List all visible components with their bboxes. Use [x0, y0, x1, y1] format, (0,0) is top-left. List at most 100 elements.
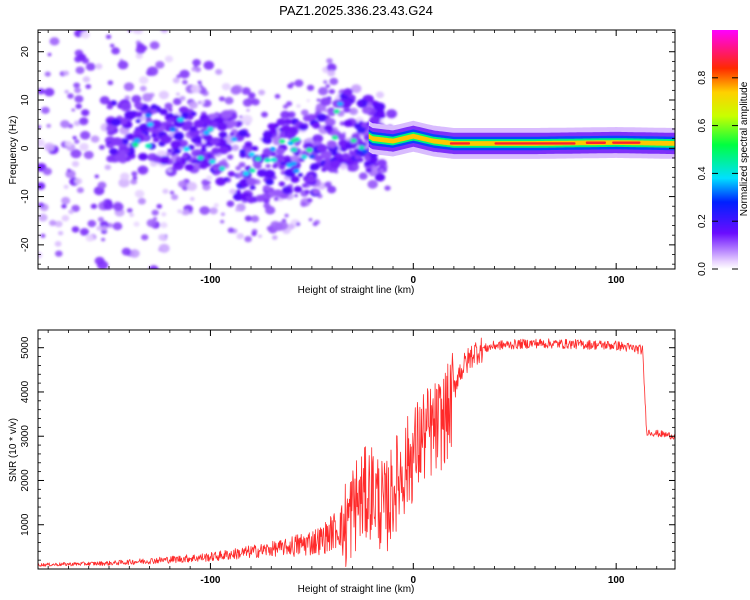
- spectrogram-cell: [209, 159, 216, 164]
- snr-xtick-label: 0: [411, 575, 417, 586]
- spectrogram-cell: [161, 212, 167, 217]
- spectrogram-cell: [91, 19, 99, 26]
- spectrogram-cell: [96, 225, 103, 231]
- spectrogram-cell: [263, 202, 271, 209]
- spectrogram-cell: [215, 177, 227, 186]
- spectrogram-cell: [183, 146, 190, 152]
- spectrogram-cell: [172, 77, 180, 84]
- spectrogram-cell: [304, 189, 310, 195]
- spectrogram-cell: [169, 190, 175, 195]
- spectrogram-cell: [132, 22, 136, 25]
- spectrogram-cell: [179, 95, 186, 101]
- spectrogram-cell: [49, 37, 60, 46]
- spectrogram-cell: [188, 101, 198, 109]
- spectrogram-cell: [109, 100, 118, 106]
- spectrogram-cell: [249, 185, 256, 190]
- spectrogram-cell: [207, 126, 214, 132]
- spectrogram-cell: [135, 118, 141, 124]
- spectrogram-cell: [312, 122, 321, 129]
- spectrogram-cell: [175, 156, 182, 162]
- spectrogram-cell: [343, 119, 353, 128]
- spectrogram-cell: [190, 84, 201, 94]
- spectrogram-cell: [101, 237, 106, 242]
- snr-ytick-label: 2000: [20, 469, 31, 492]
- spectrogram-cell: [90, 203, 98, 209]
- spectrogram-cell: [273, 189, 283, 197]
- spectrogram-cell: [300, 109, 309, 116]
- spectrogram-cell: [124, 95, 131, 101]
- spectrogram-cell: [308, 154, 316, 159]
- spectrogram-cell: [326, 58, 333, 64]
- spectrogram-cell: [174, 161, 182, 167]
- spectrogram-cell: [254, 156, 262, 162]
- spectrogram-cell: [78, 117, 89, 126]
- spectrogram-cell: [106, 100, 112, 105]
- spectrogram-cell: [132, 175, 138, 181]
- spectrogram-cell: [197, 155, 204, 161]
- spectrogram-cell: [211, 147, 221, 155]
- spectrogram-cell: [336, 101, 344, 107]
- spectrogram-cell: [326, 140, 337, 149]
- spectrogram-cell: [306, 147, 313, 153]
- spectrogram-cell: [306, 99, 311, 103]
- spectrogram-cell: [316, 113, 327, 122]
- spectrogram-cell: [246, 177, 257, 186]
- spectrogram-cell: [134, 189, 145, 198]
- spectrogram-cell: [201, 179, 210, 186]
- spectrogram-cell: [126, 208, 133, 213]
- spectrogram-cell: [306, 175, 316, 183]
- spectrogram-cell: [215, 68, 223, 75]
- spectrogram-cell: [168, 108, 173, 112]
- spectrogram-cell: [97, 216, 104, 222]
- spectrogram-cell: [81, 109, 90, 117]
- spectrogram-cell: [61, 9, 69, 16]
- spectrogram-cell: [221, 82, 231, 91]
- spectrogram-cell: [138, 11, 148, 19]
- spectrogram-cell: [238, 129, 248, 137]
- spectrogram-cell: [287, 111, 296, 118]
- spectrogram-cell: [333, 109, 340, 114]
- spectrogram-cell: [184, 163, 194, 171]
- spectrogram-cell: [327, 185, 337, 194]
- spectrogram-cell: [303, 142, 314, 150]
- spectrogram-cell: [271, 235, 278, 240]
- spectrogram-cell: [219, 166, 226, 171]
- spectrogram-cell: [285, 101, 293, 107]
- spectrogram-cell: [148, 265, 159, 269]
- spectrogram-cell: [112, 222, 123, 231]
- spectrogram-cell: [328, 89, 336, 95]
- spectrogram-xtick-label: 0: [411, 275, 417, 286]
- spectrogram-cell: [277, 221, 289, 231]
- spectrogram-cell: [72, 136, 77, 140]
- spectrogram-cell: [150, 119, 162, 129]
- spectrogram-cell: [327, 69, 336, 77]
- spectrogram-cell: [47, 52, 52, 57]
- spectrogram-cell: [181, 124, 191, 131]
- spectrogram-cell: [182, 154, 188, 159]
- spectrogram-cell: [320, 150, 332, 160]
- spectrogram-cell: [206, 154, 212, 159]
- spectrogram-cell: [140, 5, 144, 9]
- snr-ylabel: SNR (10 * v/v): [8, 418, 19, 482]
- spectrogram-cell: [175, 92, 180, 96]
- spectrogram-cell: [177, 180, 187, 188]
- spectrogram-cell: [123, 82, 135, 92]
- spectrogram-cell: [151, 133, 158, 138]
- spectrogram-cell: [85, 62, 96, 71]
- spectrogram-cell: [341, 153, 350, 160]
- spectrogram-cell: [290, 175, 300, 183]
- spectrogram-cell: [85, 234, 95, 242]
- spectrogram-cell: [312, 222, 318, 227]
- spectrogram-cell: [146, 219, 157, 228]
- spectrogram-cell: [297, 172, 304, 177]
- spectrogram-cell: [145, 116, 152, 122]
- spectrogram-cell: [219, 219, 225, 224]
- spectrogram-cell: [38, 213, 48, 222]
- colorbar-tick-label: 0.0: [697, 262, 708, 276]
- spectrogram-cell: [316, 98, 321, 102]
- spectrogram-cell: [374, 173, 386, 182]
- spectrogram-cell: [83, 150, 94, 160]
